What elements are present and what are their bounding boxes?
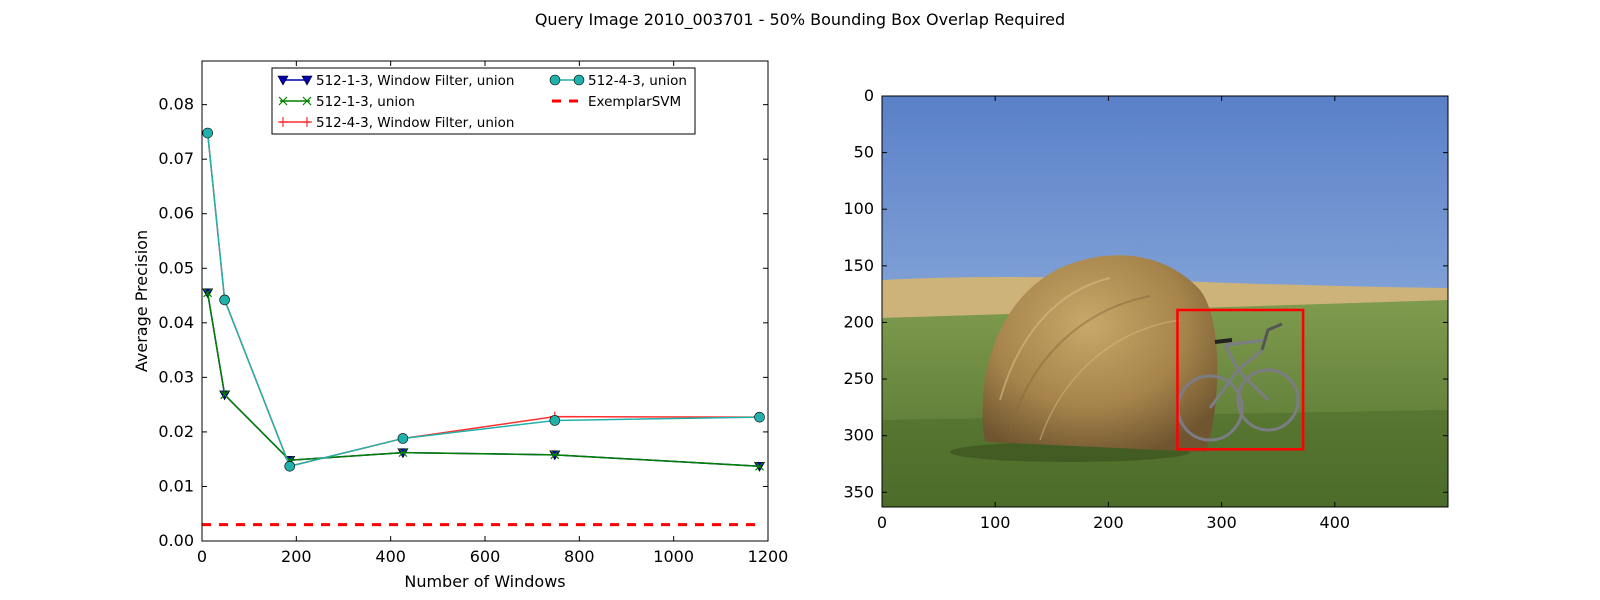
series-line bbox=[206, 132, 760, 468]
y-axis-label: Average Precision bbox=[132, 230, 151, 372]
legend-marker bbox=[301, 75, 313, 86]
query-photo bbox=[882, 96, 1448, 507]
legend-label: 512-1-3, Window Filter, union bbox=[316, 73, 515, 89]
x-tick-label: 1000 bbox=[653, 547, 694, 566]
legend-marker bbox=[302, 117, 312, 127]
legend-label: ExemplarSVM bbox=[588, 94, 681, 110]
x-tick-label: 800 bbox=[564, 547, 595, 566]
y-tick-label: 0.07 bbox=[158, 149, 194, 168]
image-axis-ticks: 0 100 200 300 400 0 50 100 150 200 250 300 350 bbox=[843, 86, 1448, 532]
data-point bbox=[549, 415, 561, 426]
data-point bbox=[398, 448, 408, 458]
image-x-tick-label: 0 bbox=[877, 513, 887, 532]
image-y-tick-label: 300 bbox=[843, 426, 874, 445]
y-tick-label: 0.01 bbox=[158, 476, 194, 495]
image-y-tick-label: 250 bbox=[843, 369, 874, 388]
legend-marker bbox=[278, 96, 288, 106]
legend-marker bbox=[549, 74, 561, 86]
legend-entry: 512-4-3, Window Filter, union bbox=[278, 115, 515, 131]
bicycle bbox=[1176, 322, 1300, 442]
legend-label: 512-4-3, union bbox=[588, 73, 687, 89]
y-tick-label: 0.03 bbox=[158, 367, 194, 386]
image-y-tick-label: 100 bbox=[843, 199, 874, 218]
legend-marker bbox=[302, 96, 312, 106]
image-x-tick-label: 100 bbox=[980, 513, 1011, 532]
x-tick-label: 600 bbox=[470, 547, 501, 566]
image-y-tick-label: 350 bbox=[843, 482, 874, 501]
legend-box bbox=[271, 67, 696, 135]
y-tick-label: 0.06 bbox=[158, 204, 194, 223]
legend-entry: 512-4-3, union bbox=[549, 73, 687, 89]
series-line bbox=[206, 292, 760, 468]
data-point bbox=[203, 288, 213, 298]
legend: 512-1-3, Window Filter, union 512-4-3, un… bbox=[271, 67, 696, 135]
image-x-tick-label: 200 bbox=[1093, 513, 1124, 532]
image-x-tick-label: 300 bbox=[1206, 513, 1237, 532]
figure-title: Query Image 2010_003701 - 50% Bounding B… bbox=[535, 10, 1065, 30]
series-group bbox=[202, 127, 766, 527]
image-y-tick-label: 150 bbox=[843, 256, 874, 275]
precision-chart: 0 200 400 600 800 1000 1200 0.00 0.01 0.02 0.03 0.0… bbox=[132, 60, 788, 591]
y-tick-label: 0.02 bbox=[158, 422, 194, 441]
query-image-panel: 0 100 200 300 400 0 50 100 150 200 250 300 350 bbox=[843, 86, 1449, 532]
data-point bbox=[220, 390, 230, 400]
image-y-tick-label: 200 bbox=[843, 312, 874, 331]
data-point bbox=[219, 294, 230, 306]
axis-ticks: 0 200 400 600 800 1000 1200 0.00 0.01 0.02 0.03 0.0… bbox=[158, 61, 788, 566]
image-x-tick-label: 400 bbox=[1320, 513, 1351, 532]
legend-label: 512-4-3, Window Filter, union bbox=[316, 115, 515, 131]
data-point bbox=[202, 127, 213, 139]
legend-entry: ExemplarSVM bbox=[552, 94, 681, 110]
data-point bbox=[550, 450, 560, 460]
image-y-tick-label: 0 bbox=[864, 86, 874, 105]
data-point bbox=[755, 461, 764, 471]
data-point bbox=[754, 411, 765, 423]
x-axis-label: Number of Windows bbox=[404, 572, 565, 591]
series-line bbox=[206, 132, 760, 468]
data-point bbox=[284, 460, 296, 472]
legend-marker bbox=[573, 74, 585, 86]
bounding-box bbox=[1176, 308, 1305, 451]
legend-marker bbox=[278, 117, 288, 127]
series-line bbox=[206, 292, 760, 468]
legend-label: 512-1-3, union bbox=[316, 94, 415, 110]
y-tick-label: 0.00 bbox=[158, 531, 194, 550]
x-tick-label: 400 bbox=[375, 547, 406, 566]
y-tick-label: 0.04 bbox=[158, 313, 194, 332]
image-frame bbox=[881, 95, 1449, 508]
y-tick-label: 0.05 bbox=[158, 258, 194, 277]
legend-marker bbox=[277, 75, 289, 86]
x-tick-label: 1200 bbox=[748, 547, 789, 566]
legend-entry: 512-1-3, union bbox=[278, 94, 415, 110]
x-tick-label: 0 bbox=[197, 547, 207, 566]
image-y-tick-label: 50 bbox=[854, 143, 874, 162]
x-tick-label: 200 bbox=[281, 547, 312, 566]
legend-entry: 512-1-3, Window Filter, union bbox=[277, 73, 515, 89]
y-tick-label: 0.08 bbox=[158, 95, 194, 114]
data-point bbox=[397, 433, 409, 444]
